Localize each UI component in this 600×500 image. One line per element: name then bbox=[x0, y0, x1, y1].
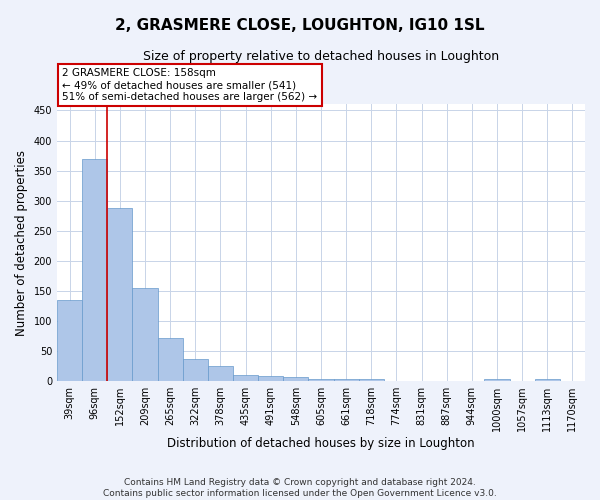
Bar bbox=[535, 378, 560, 381]
Bar bbox=[283, 377, 308, 381]
Bar bbox=[158, 338, 183, 381]
Bar bbox=[484, 378, 509, 381]
Bar bbox=[208, 366, 233, 381]
Bar bbox=[359, 378, 384, 381]
Text: 2, GRASMERE CLOSE, LOUGHTON, IG10 1SL: 2, GRASMERE CLOSE, LOUGHTON, IG10 1SL bbox=[115, 18, 485, 33]
Text: Contains HM Land Registry data © Crown copyright and database right 2024.
Contai: Contains HM Land Registry data © Crown c… bbox=[103, 478, 497, 498]
Text: 2 GRASMERE CLOSE: 158sqm
← 49% of detached houses are smaller (541)
51% of semi-: 2 GRASMERE CLOSE: 158sqm ← 49% of detach… bbox=[62, 68, 317, 102]
Bar bbox=[233, 375, 258, 381]
Bar bbox=[57, 300, 82, 381]
Bar bbox=[133, 288, 158, 381]
Bar bbox=[82, 158, 107, 381]
Bar bbox=[258, 376, 283, 381]
Bar bbox=[308, 378, 334, 381]
Bar bbox=[183, 359, 208, 381]
Y-axis label: Number of detached properties: Number of detached properties bbox=[15, 150, 28, 336]
Title: Size of property relative to detached houses in Loughton: Size of property relative to detached ho… bbox=[143, 50, 499, 63]
Bar bbox=[334, 378, 359, 381]
Bar bbox=[107, 208, 133, 381]
X-axis label: Distribution of detached houses by size in Loughton: Distribution of detached houses by size … bbox=[167, 437, 475, 450]
